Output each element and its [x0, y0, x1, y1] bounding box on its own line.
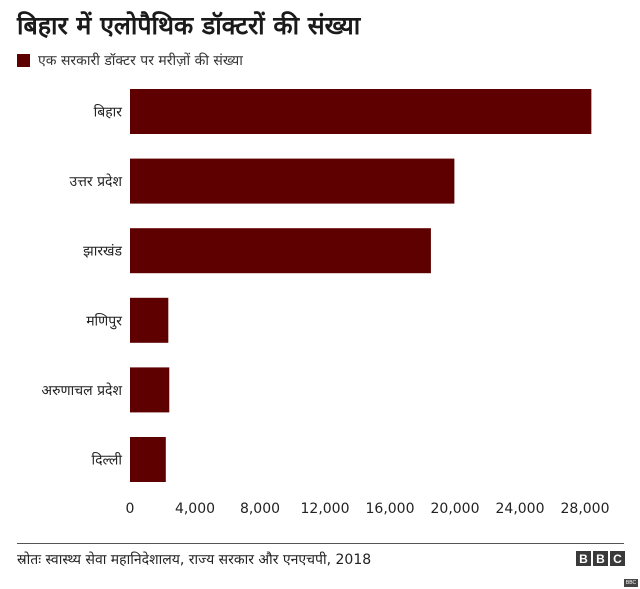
category-label: उत्तर प्रदेश	[70, 173, 123, 190]
bar	[130, 297, 169, 343]
x-tick-label: 24,000	[496, 501, 545, 517]
bar	[130, 437, 166, 482]
x-tick-label: 16,000	[366, 501, 415, 517]
x-tick-label: 20,000	[431, 501, 480, 517]
bbc-logo: B B C	[576, 551, 625, 566]
bar	[130, 228, 431, 274]
x-tick-label: 8,000	[240, 501, 280, 517]
x-tick-label: 12,000	[301, 501, 350, 517]
category-label: अरुणाचल प्रदेश	[41, 382, 122, 399]
category-label: बिहार	[94, 104, 123, 121]
legend-label: एक सरकारी डॉक्टर पर मरीज़ों की संख्या	[38, 53, 243, 69]
legend: एक सरकारी डॉक्टर पर मरीज़ों की संख्या	[17, 51, 243, 70]
bbc-corner-mark: BBC	[624, 579, 638, 587]
bar	[130, 158, 455, 204]
bbc-logo-letter: B	[593, 551, 608, 566]
bar	[130, 367, 170, 413]
legend-swatch	[17, 54, 30, 67]
chart-title: बिहार में एलोपैथिक डॉक्टरों की संख्या	[17, 11, 361, 40]
bar-chart: बिहार उत्तर प्रदेश झारखंड मणिपुर अरुणाचल प्र…	[41, 89, 610, 517]
category-label: झारखंड	[83, 244, 122, 260]
x-tick-label: 0	[126, 501, 135, 517]
x-tick-label: 28,000	[561, 501, 610, 517]
category-label: मणिपुर	[86, 312, 122, 329]
x-tick-label: 4,000	[175, 501, 215, 517]
source-note: स्रोतः स्वास्थ्य सेवा महानिदेशालय, राज्य…	[17, 552, 372, 568]
bbc-logo-letter: B	[576, 551, 591, 566]
bbc-logo-letter: C	[610, 551, 625, 566]
bar	[130, 89, 592, 134]
category-label: दिल्ली	[92, 452, 123, 469]
footer-divider	[17, 543, 624, 544]
